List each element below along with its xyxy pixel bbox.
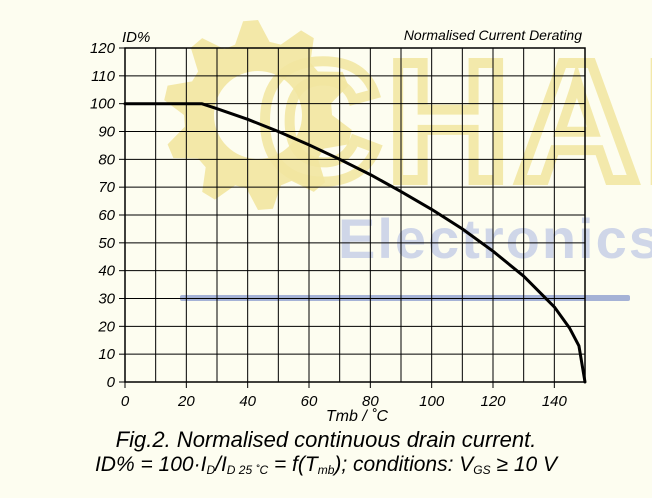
data-point — [568, 327, 571, 330]
data-point — [338, 158, 341, 161]
caption-formula-tail: ≥ 10 V — [490, 453, 558, 476]
x-tick-label: 120 — [480, 393, 506, 410]
data-point — [430, 208, 433, 211]
data-point — [277, 130, 280, 133]
y-tick-label: 50 — [98, 235, 115, 252]
y-tick-label: 70 — [98, 179, 115, 196]
caption-sub-d25: D 25 ˚C — [226, 463, 269, 477]
y-axis-label: ID% — [122, 29, 150, 46]
y-tick-label: 20 — [97, 318, 115, 335]
caption-formula-mid2: ); conditions: V — [334, 453, 474, 476]
ticks: 0 10 20 30 40 50 60 70 80 90 100 110 120 0 20 40 60 80 100… — [90, 40, 568, 410]
data-point — [154, 102, 157, 105]
y-tick-label: 0 — [107, 374, 116, 391]
x-tick-label: 20 — [177, 393, 195, 410]
watermark-text: CHAK — [258, 27, 652, 217]
data-point — [369, 173, 372, 176]
watermark-subtext: Electronics — [338, 207, 652, 270]
caption-sub-d: D — [206, 463, 216, 477]
figure-caption-title: Fig.2. Normalised continuous drain curre… — [115, 427, 537, 452]
y-tick-label: 40 — [98, 263, 115, 280]
y-tick-label: 100 — [90, 96, 116, 113]
y-tick-label: 80 — [98, 151, 115, 168]
y-tick-label: 60 — [98, 207, 115, 224]
caption-sub-gs: GS — [473, 463, 491, 477]
data-point — [578, 345, 580, 347]
y-tick-label: 90 — [98, 124, 115, 141]
y-tick-label: 10 — [98, 346, 115, 363]
data-point — [246, 118, 249, 121]
x-tick-label: 140 — [542, 393, 568, 410]
y-tick-label: 110 — [91, 68, 116, 85]
y-tick-label: 120 — [90, 40, 116, 57]
series — [123, 102, 587, 384]
x-tick-label: 100 — [419, 393, 445, 410]
x-tick-label: 60 — [301, 393, 318, 410]
x-tick-label: 40 — [239, 393, 256, 410]
data-point — [584, 381, 586, 383]
x-tick-label: 80 — [362, 393, 379, 410]
data-point — [124, 102, 126, 105]
watermark-gear-hole — [214, 71, 302, 159]
data-point — [461, 228, 464, 230]
chart-title: Normalised Current Derating — [404, 27, 582, 43]
data-point — [200, 102, 203, 105]
caption-sub-mb: mb — [317, 463, 335, 477]
y-tick-label: 30 — [98, 291, 115, 308]
data-point — [216, 107, 218, 110]
data-point — [492, 250, 494, 252]
data-point — [553, 306, 556, 308]
x-axis-label: Tmb / ˚C — [326, 408, 389, 425]
caption-formula-mid: = f(T — [268, 453, 318, 476]
caption-formula-slash: /I — [215, 453, 227, 476]
data-point — [185, 102, 188, 105]
caption-formula-lead: ID% = 100·I — [94, 453, 207, 476]
figure-caption-formula: ID% = 100·ID/ID 25 ˚C = f(Tmb); conditio… — [0, 453, 652, 477]
x-tick-label: 0 — [121, 393, 130, 410]
data-point — [308, 144, 310, 146]
watermark-logo: CHAK Electronics — [164, 20, 652, 301]
data-point — [400, 190, 402, 193]
data-point — [522, 275, 525, 278]
